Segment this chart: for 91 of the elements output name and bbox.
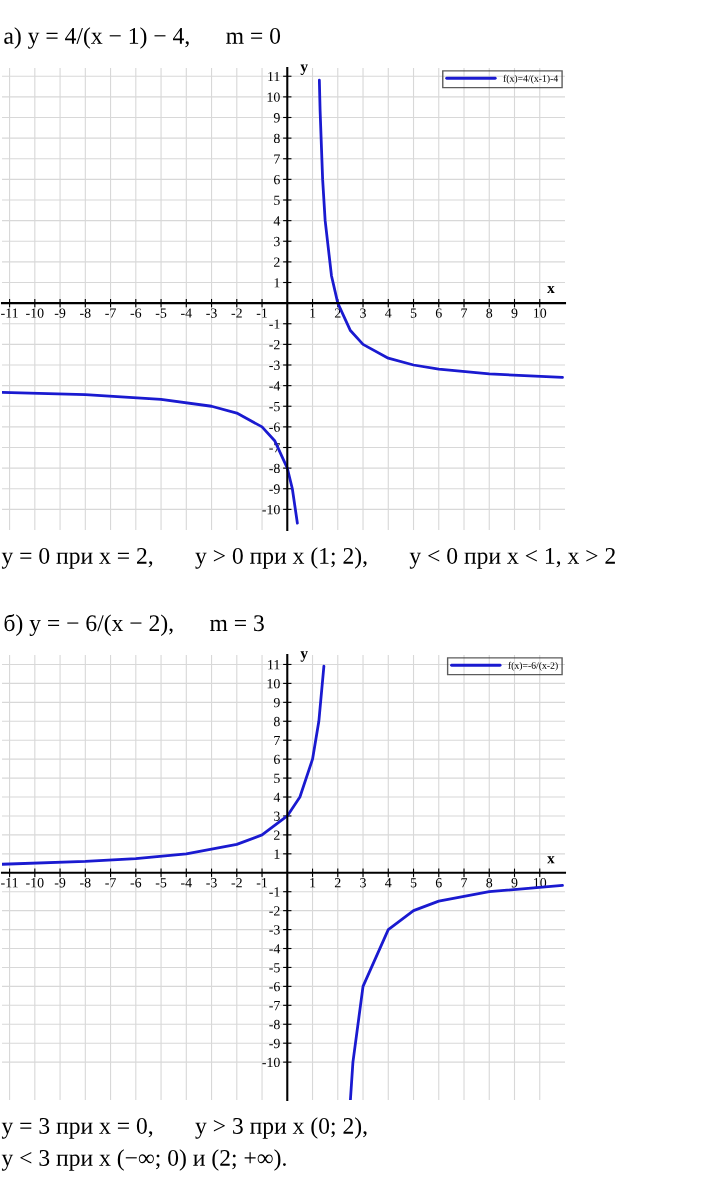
x-tick-label: 5 <box>410 308 417 318</box>
y-tick-label: 9 <box>273 697 280 708</box>
x-tick-label: -2 <box>231 308 242 318</box>
y-tick-label: -3 <box>269 925 280 935</box>
x-tick-label: -6 <box>130 308 142 318</box>
x-tick-label: -7 <box>105 878 116 888</box>
y-tick-label: 10 <box>267 92 280 102</box>
x-axis-title: x <box>547 856 555 864</box>
x-tick-label: -9 <box>54 308 66 318</box>
x-tick-label: 2 <box>334 308 341 318</box>
y-tick-label: 11 <box>268 660 280 670</box>
x-tick-label: 2 <box>334 878 341 888</box>
x-tick-label: 6 <box>435 878 442 888</box>
x-tick-label: -4 <box>181 878 192 888</box>
y-tick-label: -4 <box>269 944 281 954</box>
y-tick-label: -3 <box>269 360 280 370</box>
x-tick-label: 9 <box>511 308 518 318</box>
x-tick-label: 8 <box>486 308 493 318</box>
y-tick-label: 11 <box>268 71 280 82</box>
y-axis-title: y <box>300 651 308 662</box>
x-tick-label: -8 <box>80 308 91 318</box>
y-tick-label: 9 <box>273 113 280 123</box>
x-tick-label: -10 <box>26 878 44 888</box>
x-axis-title: x <box>547 285 555 293</box>
y-tick-label: -5 <box>269 963 280 973</box>
x-tick-label: 5 <box>410 878 417 888</box>
y-tick-label: -10 <box>262 1057 280 1068</box>
y-tick-label: 5 <box>274 195 280 205</box>
y-tick-label: -8 <box>269 463 280 474</box>
y-tick-label: 8 <box>273 716 280 727</box>
x-tick-label: -3 <box>206 878 217 888</box>
y-tick-label: 3 <box>274 811 280 821</box>
y-tick-label: -8 <box>269 1019 280 1030</box>
y-tick-label: 7 <box>274 735 280 746</box>
y-tick-label: -9 <box>269 484 280 494</box>
y-axis-title: y <box>300 64 308 75</box>
y-tick-label: 2 <box>274 257 280 267</box>
x-tick-label: 7 <box>461 878 468 888</box>
x-tick-label: -3 <box>206 308 217 318</box>
y-tick-label: 1 <box>274 849 280 859</box>
y-tick-label: 1 <box>274 278 280 288</box>
y-tick-label: -9 <box>269 1038 280 1049</box>
y-tick-label: -10 <box>262 504 280 515</box>
x-tick-label: -10 <box>26 308 44 318</box>
x-tick-label: 7 <box>461 308 468 318</box>
x-tick-label: -11 <box>1 878 18 888</box>
text: y < 3 при x (−∞; 0) и (2; +∞). <box>1 1149 286 1171</box>
x-tick-label: -6 <box>130 878 142 888</box>
y-tick-label: 5 <box>274 773 280 784</box>
x-tick-label: 3 <box>360 308 366 318</box>
text: y = 0 при x = 2, y > 0 при x (1; 2), y < 0 при x < 1, x > 2 <box>1 547 615 569</box>
x-tick-label: -9 <box>54 878 66 888</box>
x-tick-label: -2 <box>231 878 242 888</box>
y-tick-label: -4 <box>269 381 281 391</box>
y-tick-label: 6 <box>273 754 280 765</box>
x-tick-label: -5 <box>155 878 167 888</box>
chart-title: а) y = 4/(x − 1) − 4, m = 0 <box>4 27 281 49</box>
y-tick-label: -1 <box>269 887 280 897</box>
x-tick-label: -4 <box>181 308 192 318</box>
text: y = 3 при x = 0, y > 3 при x (0; 2), <box>1 1117 367 1139</box>
x-tick-label: 9 <box>511 878 518 888</box>
y-tick-label: -5 <box>269 401 280 412</box>
y-tick-label: 4 <box>273 216 281 226</box>
x-tick-label: 1 <box>310 308 316 318</box>
x-tick-label: 10 <box>534 308 547 318</box>
y-tick-label: -2 <box>269 906 280 916</box>
x-tick-label: 1 <box>310 878 316 888</box>
chart-title: б) y = − 6/(x − 2), m = 3 <box>4 614 264 636</box>
x-tick-label: 3 <box>360 878 366 888</box>
text: f(x)=-6/(x-2) <box>508 661 558 671</box>
x-tick-label: -11 <box>1 308 18 318</box>
y-tick-label: -6 <box>269 982 280 992</box>
x-tick-label: 8 <box>486 878 493 888</box>
y-tick-label: 7 <box>274 154 280 164</box>
y-tick-label: -7 <box>269 1001 280 1011</box>
y-tick-label: -6 <box>269 422 280 432</box>
y-tick-label: 8 <box>273 133 280 144</box>
y-tick-label: 10 <box>267 678 280 689</box>
y-tick-label: 6 <box>273 175 280 185</box>
x-tick-label: -8 <box>80 878 91 888</box>
y-tick-label: 4 <box>273 792 281 802</box>
text: f(x)=4/(x-1)-4 <box>503 74 559 84</box>
x-tick-label: 4 <box>385 308 392 318</box>
x-tick-label: 6 <box>435 308 442 318</box>
y-tick-label: -2 <box>269 340 280 350</box>
x-tick-label: -5 <box>155 308 167 318</box>
x-tick-label: 4 <box>385 878 392 888</box>
y-tick-label: 3 <box>274 236 280 247</box>
y-tick-label: -1 <box>269 319 280 329</box>
x-tick-label: -7 <box>105 308 116 318</box>
y-tick-label: 2 <box>274 830 280 840</box>
